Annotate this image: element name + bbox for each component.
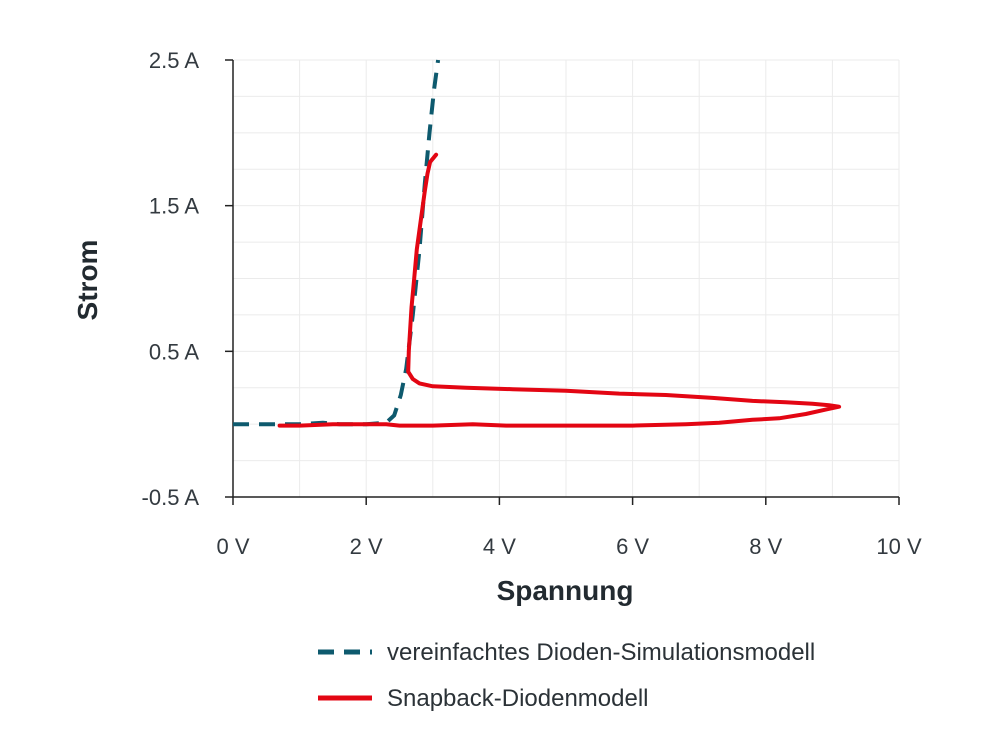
y-tick-label: 0.5 A xyxy=(149,339,199,364)
x-tick-label: 4 V xyxy=(483,534,516,559)
x-tick-label: 2 V xyxy=(350,534,383,559)
tick-labels: 0 V 2 V 4 V 6 V 8 V 10 V -0.5 A 0.5 A 1.5 A 2.5 A xyxy=(142,48,922,559)
y-tick-label: 2.5 A xyxy=(149,48,199,73)
y-axis-title: Strom xyxy=(72,240,103,321)
grid xyxy=(233,59,900,497)
legend-label-snapback: Snapback-Diodenmodell xyxy=(387,685,649,712)
series-layer xyxy=(233,59,842,428)
x-axis-title: Spannung xyxy=(497,575,634,606)
legend-label-simulation: vereinfachtes Dioden-Simulationsmodell xyxy=(387,639,815,666)
legend: vereinfachtes Dioden-Simulationsmodell S… xyxy=(318,639,815,712)
x-tick-label: 0 V xyxy=(216,534,249,559)
x-tick-label: 6 V xyxy=(616,534,649,559)
x-tick-label: 10 V xyxy=(876,534,922,559)
axes xyxy=(225,59,900,505)
y-tick-label: -0.5 A xyxy=(142,485,200,510)
series-line-simulation xyxy=(233,59,441,427)
y-tick-label: 1.5 A xyxy=(149,194,199,219)
x-tick-label: 8 V xyxy=(749,534,782,559)
series-line-snapback xyxy=(277,152,842,428)
